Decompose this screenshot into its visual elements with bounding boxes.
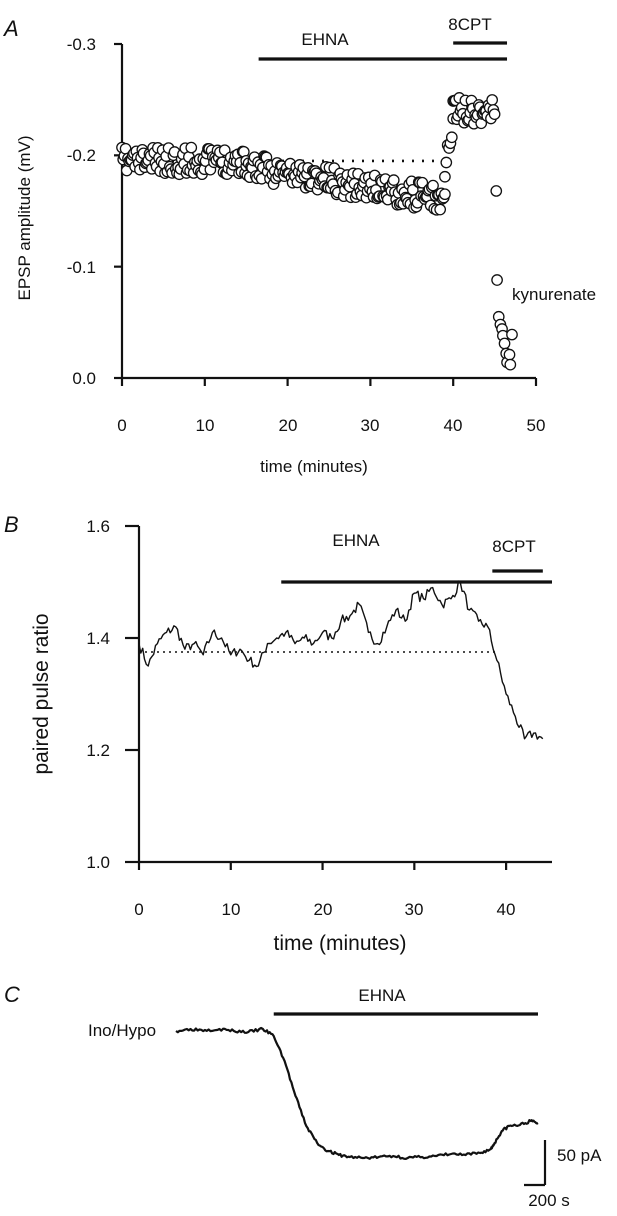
panel-c-scale-x-label: 200 s bbox=[528, 1191, 570, 1210]
panel-a-x-tick-label: 10 bbox=[196, 416, 215, 435]
panel-a-y-tick-label: 0.0 bbox=[72, 369, 96, 388]
panel-c-scale-y-label: 50 pA bbox=[557, 1146, 602, 1165]
panel-b-axes bbox=[125, 524, 552, 870]
panel-b-paired-pulse-chart: B paired pulse ratio time (minutes) EHNA… bbox=[4, 512, 552, 955]
panel-a-kynurenate-label: kynurenate bbox=[512, 285, 596, 304]
panel-a-point bbox=[434, 203, 447, 216]
panel-b-marks bbox=[138, 569, 552, 740]
panel-a-point bbox=[490, 185, 503, 197]
panel-b-y-tick-label: 1.0 bbox=[86, 853, 110, 872]
panel-a-point bbox=[416, 176, 429, 189]
panel-a-point bbox=[488, 108, 501, 121]
panel-a-point bbox=[491, 274, 503, 286]
panel-letter-b: B bbox=[4, 512, 19, 537]
panel-a-x-axis-title: time (minutes) bbox=[260, 457, 368, 476]
panel-a-point bbox=[486, 94, 499, 106]
panel-a-y-tick-label: -0.2 bbox=[67, 146, 96, 165]
panel-b-ratio-trace bbox=[138, 580, 544, 740]
panel-a-y-axis-title: EPSP amplitude (mV) bbox=[15, 135, 34, 300]
panel-a-x-tick-label: 40 bbox=[444, 416, 463, 435]
panel-b-x-tick-label: 20 bbox=[314, 900, 333, 919]
panel-c-current-trace-line bbox=[175, 1026, 539, 1160]
panel-b-ehna-label: EHNA bbox=[332, 531, 380, 550]
panel-a-point bbox=[503, 348, 516, 361]
panel-a-point bbox=[506, 328, 518, 341]
panel-b-x-axis-title: time (minutes) bbox=[273, 932, 406, 955]
panel-a-point bbox=[387, 174, 400, 186]
panel-c-ino-hypo-label: Ino/Hypo bbox=[88, 1021, 156, 1040]
panel-a-point bbox=[440, 156, 453, 169]
panel-a-x-tick-label: 0 bbox=[117, 416, 126, 435]
panel-a-point bbox=[498, 337, 511, 350]
panel-b-y-tick-label: 1.6 bbox=[86, 517, 110, 536]
panel-b-8cpt-label: 8CPT bbox=[492, 537, 535, 556]
panel-b-y-axis-title: paired pulse ratio bbox=[30, 613, 53, 774]
panel-c-ehna-label: EHNA bbox=[358, 986, 406, 1005]
panel-a-point bbox=[439, 188, 451, 201]
panel-a-point bbox=[439, 170, 451, 183]
panel-b-y-tick-label: 1.4 bbox=[86, 629, 110, 648]
panel-a-axes bbox=[114, 42, 538, 386]
panel-b-tick-labels: 0 10 20 30 40 1.0 1.2 1.4 1.6 bbox=[86, 517, 515, 919]
panel-a-epsp-chart: A EPSP amplitude (mV) time (minutes) EHN… bbox=[2, 15, 596, 476]
panel-b-y-tick-label: 1.2 bbox=[86, 741, 110, 760]
panel-a-point bbox=[504, 358, 517, 371]
panel-a-y-tick-label: -0.1 bbox=[67, 258, 96, 277]
panel-b-x-tick-label: 10 bbox=[222, 900, 241, 919]
panel-a-x-tick-label: 20 bbox=[279, 416, 298, 435]
panel-a-x-tick-label: 30 bbox=[361, 416, 380, 435]
panel-c-marks bbox=[175, 1012, 547, 1187]
panel-a-point bbox=[445, 131, 458, 144]
panel-a-8cpt-label: 8CPT bbox=[448, 15, 491, 34]
panel-letter-a: A bbox=[2, 16, 19, 41]
panel-b-x-tick-label: 30 bbox=[405, 900, 424, 919]
panel-a-x-tick-label: 50 bbox=[527, 416, 546, 435]
panel-b-x-tick-label: 40 bbox=[497, 900, 516, 919]
panel-a-ehna-label: EHNA bbox=[301, 30, 349, 49]
panel-a-y-tick-label: -0.3 bbox=[67, 35, 96, 54]
panel-a-tick-labels: 0 10 20 30 40 50 0.0 -0.1 -0.2 -0.3 bbox=[67, 35, 546, 435]
panel-letter-c: C bbox=[4, 982, 20, 1007]
panel-c-current-trace: C Ino/Hypo EHNA 50 pA 200 s bbox=[4, 982, 602, 1210]
panel-b-x-tick-label: 0 bbox=[134, 900, 143, 919]
panel-a-data-points bbox=[116, 92, 518, 371]
panel-a-point bbox=[185, 141, 198, 154]
